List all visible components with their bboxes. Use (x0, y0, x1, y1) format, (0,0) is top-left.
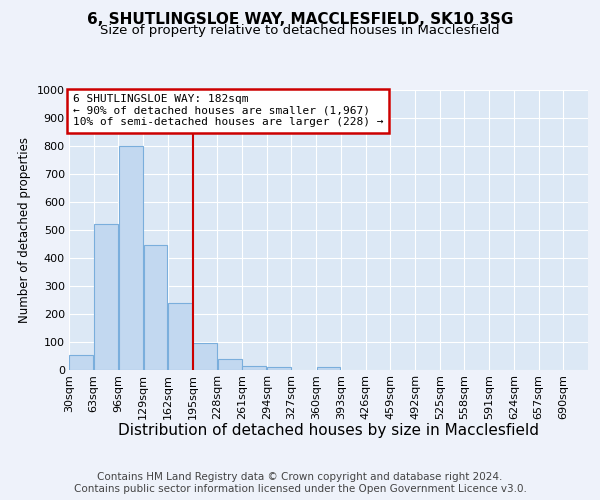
Bar (119, 146, 143, 370)
Text: Distribution of detached houses by size in Macclesfield: Distribution of detached houses by size … (118, 422, 539, 438)
Bar (70, 354, 94, 370)
Y-axis label: Number of detached properties: Number of detached properties (18, 137, 31, 323)
Bar (218, 360, 242, 370)
Text: 6, SHUTLINGSLOE WAY, MACCLESFIELD, SK10 3SG: 6, SHUTLINGSLOE WAY, MACCLESFIELD, SK10 … (87, 12, 513, 28)
Bar (94, 224, 118, 370)
Text: Contains public sector information licensed under the Open Government Licence v3: Contains public sector information licen… (74, 484, 526, 494)
Bar (242, 366, 266, 370)
Bar (193, 343, 217, 370)
Bar (267, 366, 291, 370)
Bar (143, 246, 167, 370)
Bar (168, 303, 192, 370)
Text: Contains HM Land Registry data © Crown copyright and database right 2024.: Contains HM Land Registry data © Crown c… (97, 472, 503, 482)
Text: Size of property relative to detached houses in Macclesfield: Size of property relative to detached ho… (100, 24, 500, 37)
Bar (317, 367, 340, 370)
Text: 6 SHUTLINGSLOE WAY: 182sqm
← 90% of detached houses are smaller (1,967)
10% of s: 6 SHUTLINGSLOE WAY: 182sqm ← 90% of deta… (73, 94, 383, 128)
